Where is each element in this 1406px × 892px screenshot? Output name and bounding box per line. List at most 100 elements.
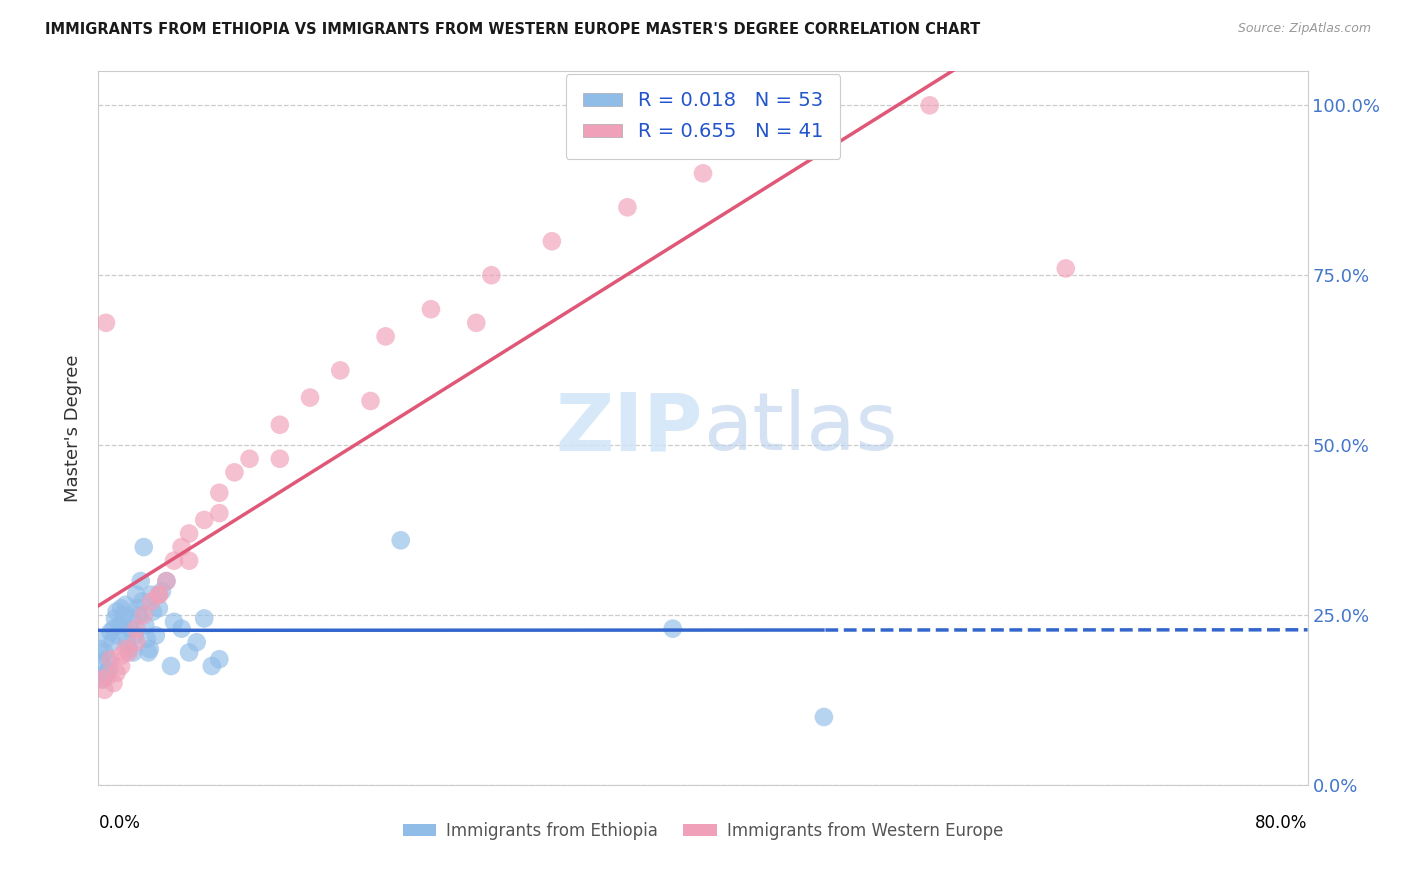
Point xyxy=(299,391,322,405)
Point xyxy=(101,635,124,649)
Text: 0.0%: 0.0% xyxy=(98,814,141,831)
Point xyxy=(131,594,153,608)
Point xyxy=(224,466,246,480)
Point xyxy=(93,682,115,697)
Point xyxy=(170,622,193,636)
Point xyxy=(170,540,193,554)
Point xyxy=(132,608,155,623)
Point xyxy=(104,611,127,625)
Text: 80.0%: 80.0% xyxy=(1256,814,1308,831)
Point xyxy=(94,632,117,646)
Y-axis label: Master's Degree: Master's Degree xyxy=(65,354,83,502)
Point xyxy=(100,625,122,640)
Point xyxy=(329,363,352,377)
Point xyxy=(124,628,146,642)
Point xyxy=(98,662,121,676)
Point xyxy=(108,618,131,632)
Point xyxy=(160,659,183,673)
Point xyxy=(201,659,224,673)
Point xyxy=(420,302,443,317)
Point xyxy=(148,601,170,615)
Point xyxy=(114,642,136,657)
Point xyxy=(148,588,170,602)
Point xyxy=(89,642,111,657)
Point xyxy=(389,533,412,548)
Point xyxy=(111,615,134,629)
Point xyxy=(1054,261,1077,276)
Point xyxy=(179,645,201,659)
Point xyxy=(193,513,215,527)
Point xyxy=(141,588,163,602)
Point xyxy=(103,622,125,636)
Point xyxy=(120,622,142,636)
Point xyxy=(96,669,118,683)
Point xyxy=(481,268,503,283)
Point xyxy=(118,645,141,659)
Point xyxy=(155,574,177,588)
Point xyxy=(91,669,114,683)
Point xyxy=(128,608,150,623)
Point xyxy=(107,628,129,642)
Point xyxy=(110,659,132,673)
Point xyxy=(193,611,215,625)
Point xyxy=(141,594,163,608)
Point xyxy=(127,601,149,615)
Point xyxy=(269,417,291,432)
Text: atlas: atlas xyxy=(703,389,897,467)
Text: ZIP: ZIP xyxy=(555,389,703,467)
Point xyxy=(105,605,128,619)
Point xyxy=(186,635,208,649)
Point xyxy=(125,635,148,649)
Point xyxy=(118,642,141,657)
Point xyxy=(208,485,231,500)
Point xyxy=(374,329,396,343)
Point xyxy=(94,316,117,330)
Point xyxy=(112,608,135,623)
Point xyxy=(132,540,155,554)
Point xyxy=(94,665,117,680)
Text: Source: ZipAtlas.com: Source: ZipAtlas.com xyxy=(1237,22,1371,36)
Point xyxy=(139,642,162,657)
Point xyxy=(269,451,291,466)
Point xyxy=(105,665,128,680)
Point xyxy=(93,645,115,659)
Point xyxy=(129,574,152,588)
Point xyxy=(155,574,177,588)
Point xyxy=(135,632,157,646)
Point xyxy=(150,584,173,599)
Point xyxy=(96,652,118,666)
Point xyxy=(179,554,201,568)
Point xyxy=(134,618,156,632)
Point xyxy=(208,652,231,666)
Point xyxy=(163,615,186,629)
Legend: R = 0.018   N = 53, R = 0.655   N = 41: R = 0.018 N = 53, R = 0.655 N = 41 xyxy=(565,74,841,159)
Point xyxy=(90,656,112,670)
Point xyxy=(110,601,132,615)
Text: IMMIGRANTS FROM ETHIOPIA VS IMMIGRANTS FROM WESTERN EUROPE MASTER'S DEGREE CORRE: IMMIGRANTS FROM ETHIOPIA VS IMMIGRANTS F… xyxy=(45,22,980,37)
Point xyxy=(91,673,114,687)
Point xyxy=(142,605,165,619)
Point xyxy=(122,645,145,659)
Point xyxy=(148,588,170,602)
Point xyxy=(465,316,488,330)
Point xyxy=(813,710,835,724)
Point xyxy=(208,506,231,520)
Point xyxy=(145,628,167,642)
Point xyxy=(163,554,186,568)
Point xyxy=(125,588,148,602)
Point xyxy=(103,676,125,690)
Point xyxy=(90,673,112,687)
Point xyxy=(125,622,148,636)
Point xyxy=(136,645,159,659)
Point xyxy=(110,648,132,663)
Point xyxy=(115,635,138,649)
Point xyxy=(540,234,562,248)
Point xyxy=(918,98,941,112)
Point xyxy=(661,622,683,636)
Point xyxy=(692,166,714,180)
Point xyxy=(239,451,262,466)
Point xyxy=(616,200,638,214)
Point xyxy=(121,611,143,625)
Point xyxy=(100,652,122,666)
Point xyxy=(114,598,136,612)
